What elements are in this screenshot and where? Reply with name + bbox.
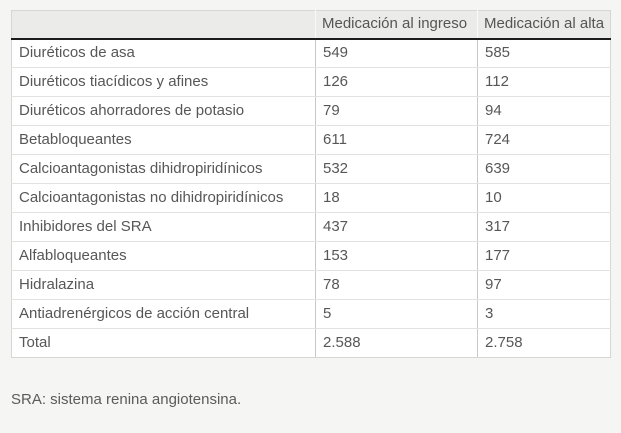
row-value-alta: 2.758 (477, 328, 611, 358)
medication-table: Medicación al ingreso Medicación al alta… (11, 10, 611, 358)
row-label: Alfabloqueantes (11, 241, 316, 271)
table-row: Hidralazina 78 97 (11, 270, 611, 300)
row-value-ingreso: 18 (315, 183, 478, 213)
table-row: Betabloqueantes 611 724 (11, 125, 611, 155)
column-header-alta: Medicación al alta (477, 10, 611, 40)
table-header: Medicación al ingreso Medicación al alta (11, 10, 611, 40)
row-value-alta: 724 (477, 125, 611, 155)
row-value-ingreso: 78 (315, 270, 478, 300)
table-row: Total 2.588 2.758 (11, 328, 611, 358)
row-label: Calcioantagonistas no dihidropiridínicos (11, 183, 316, 213)
row-value-ingreso: 126 (315, 67, 478, 97)
table-row: Calcioantagonistas dihidropiridínicos 53… (11, 154, 611, 184)
row-label: Antiadrenérgicos de acción central (11, 299, 316, 329)
table-row: Antiadrenérgicos de acción central 5 3 (11, 299, 611, 329)
page: Medicación al ingreso Medicación al alta… (11, 10, 611, 408)
row-label: Calcioantagonistas dihidropiridínicos (11, 154, 316, 184)
row-value-ingreso: 611 (315, 125, 478, 155)
row-value-ingreso: 2.588 (315, 328, 478, 358)
row-label: Betabloqueantes (11, 125, 316, 155)
footnote: SRA: sistema renina angiotensina. (11, 391, 242, 408)
table-row: Diuréticos ahorradores de potasio 79 94 (11, 96, 611, 126)
row-value-ingreso: 532 (315, 154, 478, 184)
table-row: Calcioantagonistas no dihidropiridínicos… (11, 183, 611, 213)
row-value-alta: 639 (477, 154, 611, 184)
row-label: Diuréticos tiacídicos y afines (11, 67, 316, 97)
row-label: Diuréticos ahorradores de potasio (11, 96, 316, 126)
row-value-alta: 94 (477, 96, 611, 126)
row-label: Diuréticos de asa (11, 38, 316, 68)
row-value-ingreso: 5 (315, 299, 478, 329)
row-value-alta: 317 (477, 212, 611, 242)
row-label: Inhibidores del SRA (11, 212, 316, 242)
table-row: Alfabloqueantes 153 177 (11, 241, 611, 271)
column-header-ingreso: Medicación al ingreso (315, 10, 478, 40)
table-row: Diuréticos de asa 549 585 (11, 38, 611, 68)
row-value-ingreso: 79 (315, 96, 478, 126)
row-value-alta: 112 (477, 67, 611, 97)
row-label: Hidralazina (11, 270, 316, 300)
column-header-empty (11, 10, 316, 40)
row-value-alta: 10 (477, 183, 611, 213)
table-header-row: Medicación al ingreso Medicación al alta (11, 10, 611, 40)
row-label: Total (11, 328, 316, 358)
row-value-alta: 177 (477, 241, 611, 271)
table-row: Diuréticos tiacídicos y afines 126 112 (11, 67, 611, 97)
row-value-alta: 585 (477, 38, 611, 68)
table-body: Diuréticos de asa 549 585 Diuréticos tia… (11, 38, 611, 358)
row-value-ingreso: 437 (315, 212, 478, 242)
row-value-ingreso: 549 (315, 38, 478, 68)
row-value-ingreso: 153 (315, 241, 478, 271)
row-value-alta: 3 (477, 299, 611, 329)
row-value-alta: 97 (477, 270, 611, 300)
table-row: Inhibidores del SRA 437 317 (11, 212, 611, 242)
